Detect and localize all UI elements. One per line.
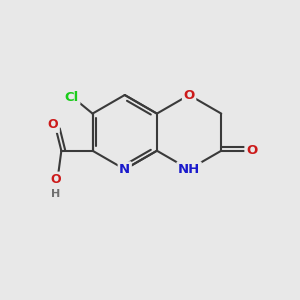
Text: O: O [184,88,195,101]
Text: O: O [48,118,58,131]
Text: NH: NH [178,163,200,176]
Text: N: N [119,163,130,176]
Text: O: O [50,173,61,186]
Text: O: O [246,144,257,157]
Text: Cl: Cl [64,91,79,104]
Text: H: H [51,189,60,199]
